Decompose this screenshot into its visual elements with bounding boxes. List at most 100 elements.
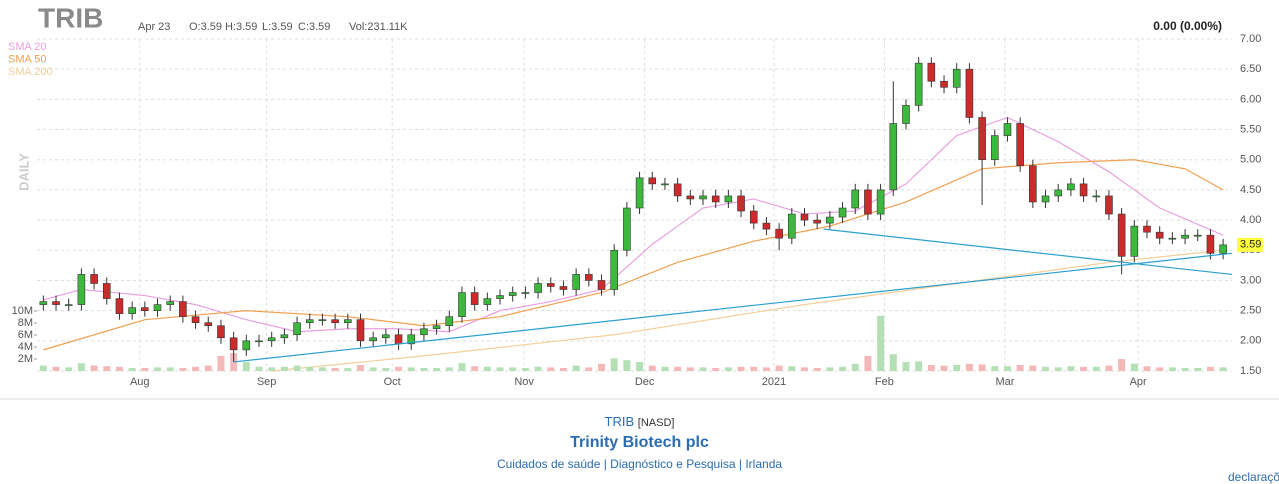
candle-body: [1117, 213, 1126, 257]
x-tick-label: 2021: [762, 376, 786, 388]
candle-body: [115, 298, 124, 314]
volume-bar: [1156, 367, 1164, 371]
legend-entry: SMA 200: [8, 66, 53, 78]
x-tick-label: Apr: [1130, 376, 1147, 388]
low: L:3.59: [262, 21, 293, 33]
company[interactable]: Trinity Biotech plc: [570, 434, 709, 451]
candle-body: [255, 340, 263, 343]
volume-bar: [762, 367, 770, 371]
candle-body: [1003, 123, 1012, 136]
candle-body: [508, 292, 517, 296]
y-tick-label: 3.00: [1240, 274, 1261, 286]
candle-body: [572, 274, 580, 290]
candle-body: [217, 325, 225, 339]
volume-bar: [889, 354, 897, 371]
candle-body: [762, 222, 771, 230]
volume-bar: [496, 367, 504, 371]
candle-body: [661, 183, 669, 186]
volume-bar: [1067, 366, 1075, 371]
legend-entry: SMA 50: [8, 53, 47, 65]
candle-body: [1054, 189, 1062, 197]
volume-tick-label: 4M: [18, 341, 33, 353]
candle-body: [940, 80, 948, 88]
candle-body: [585, 274, 593, 281]
candle-body: [1193, 234, 1202, 237]
candle-body: [179, 301, 187, 317]
candle-body: [902, 105, 910, 124]
candle-body: [204, 322, 213, 327]
sectors[interactable]: Cuidados de saúde | Diagnóstico e Pesqui…: [496, 457, 783, 471]
candle-body: [965, 68, 974, 118]
y-tick-label: 7.00: [1240, 33, 1261, 45]
candle-body: [445, 316, 454, 327]
volume-bar: [1181, 368, 1189, 371]
volume-bar: [927, 365, 935, 371]
volume-bar: [1003, 366, 1011, 371]
volume-bar: [471, 366, 479, 371]
y-tick-label: 4.00: [1240, 214, 1261, 226]
y-tick-label: 5.50: [1240, 123, 1261, 135]
candle-body: [864, 189, 872, 215]
volume-bar: [1118, 359, 1126, 371]
volume-bar: [636, 362, 644, 371]
change: 0.00 (0.00%): [1153, 19, 1222, 33]
volume-bar: [788, 366, 796, 371]
candle-body: [597, 280, 606, 290]
footer-symbol[interactable]: TRIB: [604, 414, 635, 429]
volume-bar: [1168, 367, 1176, 371]
volume-bar: [699, 367, 707, 371]
candle-body: [1219, 244, 1227, 254]
candle-body: [1067, 183, 1075, 191]
volume-bar: [851, 363, 859, 371]
volume-bar: [1029, 365, 1037, 371]
volume-bar: [775, 365, 783, 371]
volume-tick-label: 8M: [18, 317, 33, 329]
candle-body: [711, 195, 720, 203]
volume-bar: [598, 363, 606, 371]
candle-body: [1206, 234, 1215, 254]
volume-bar: [331, 368, 339, 371]
volume-bar: [255, 366, 263, 371]
volume-bar: [52, 366, 60, 371]
volume-bar: [166, 367, 174, 371]
volume-bar: [77, 363, 85, 371]
candle-body: [102, 283, 111, 299]
volume-bar: [230, 353, 238, 371]
volume-bar: [433, 368, 441, 371]
x-tick-label: Nov: [514, 376, 534, 388]
candle-body: [1143, 225, 1151, 233]
volume-bar: [1042, 366, 1050, 371]
volume-bar: [179, 368, 187, 371]
volume-bar: [192, 366, 200, 371]
candle-body: [407, 334, 416, 345]
volume-bar: [103, 366, 111, 371]
volume-bar: [826, 367, 834, 371]
legend-entry: SMA 20: [8, 41, 47, 53]
candle-body: [826, 216, 834, 224]
volume-bar: [128, 368, 136, 371]
candle-body: [648, 177, 657, 185]
volume-bar: [318, 367, 326, 371]
candle-body: [39, 301, 48, 305]
volume-bar: [141, 368, 149, 371]
candle-body: [470, 292, 479, 305]
volume-bar: [217, 356, 225, 371]
candle-body: [610, 249, 618, 290]
candle-body: [153, 304, 162, 311]
volume-bar: [306, 366, 314, 371]
candle-body: [141, 307, 149, 311]
volume-bar: [572, 365, 580, 371]
candle-body: [927, 62, 936, 82]
x-tick-label: Aug: [130, 376, 150, 388]
volume-bar: [483, 366, 491, 371]
link[interactable]: declarações: [1228, 470, 1279, 484]
candle-body: [559, 286, 568, 290]
volume-bar: [534, 366, 542, 371]
candle-body: [64, 304, 73, 306]
volume-bar: [661, 366, 669, 371]
candle-body: [1079, 183, 1088, 197]
candle-body: [229, 337, 238, 351]
volume-bar: [965, 363, 973, 371]
x-tick-label: Oct: [384, 376, 401, 388]
candle-body: [800, 213, 809, 221]
